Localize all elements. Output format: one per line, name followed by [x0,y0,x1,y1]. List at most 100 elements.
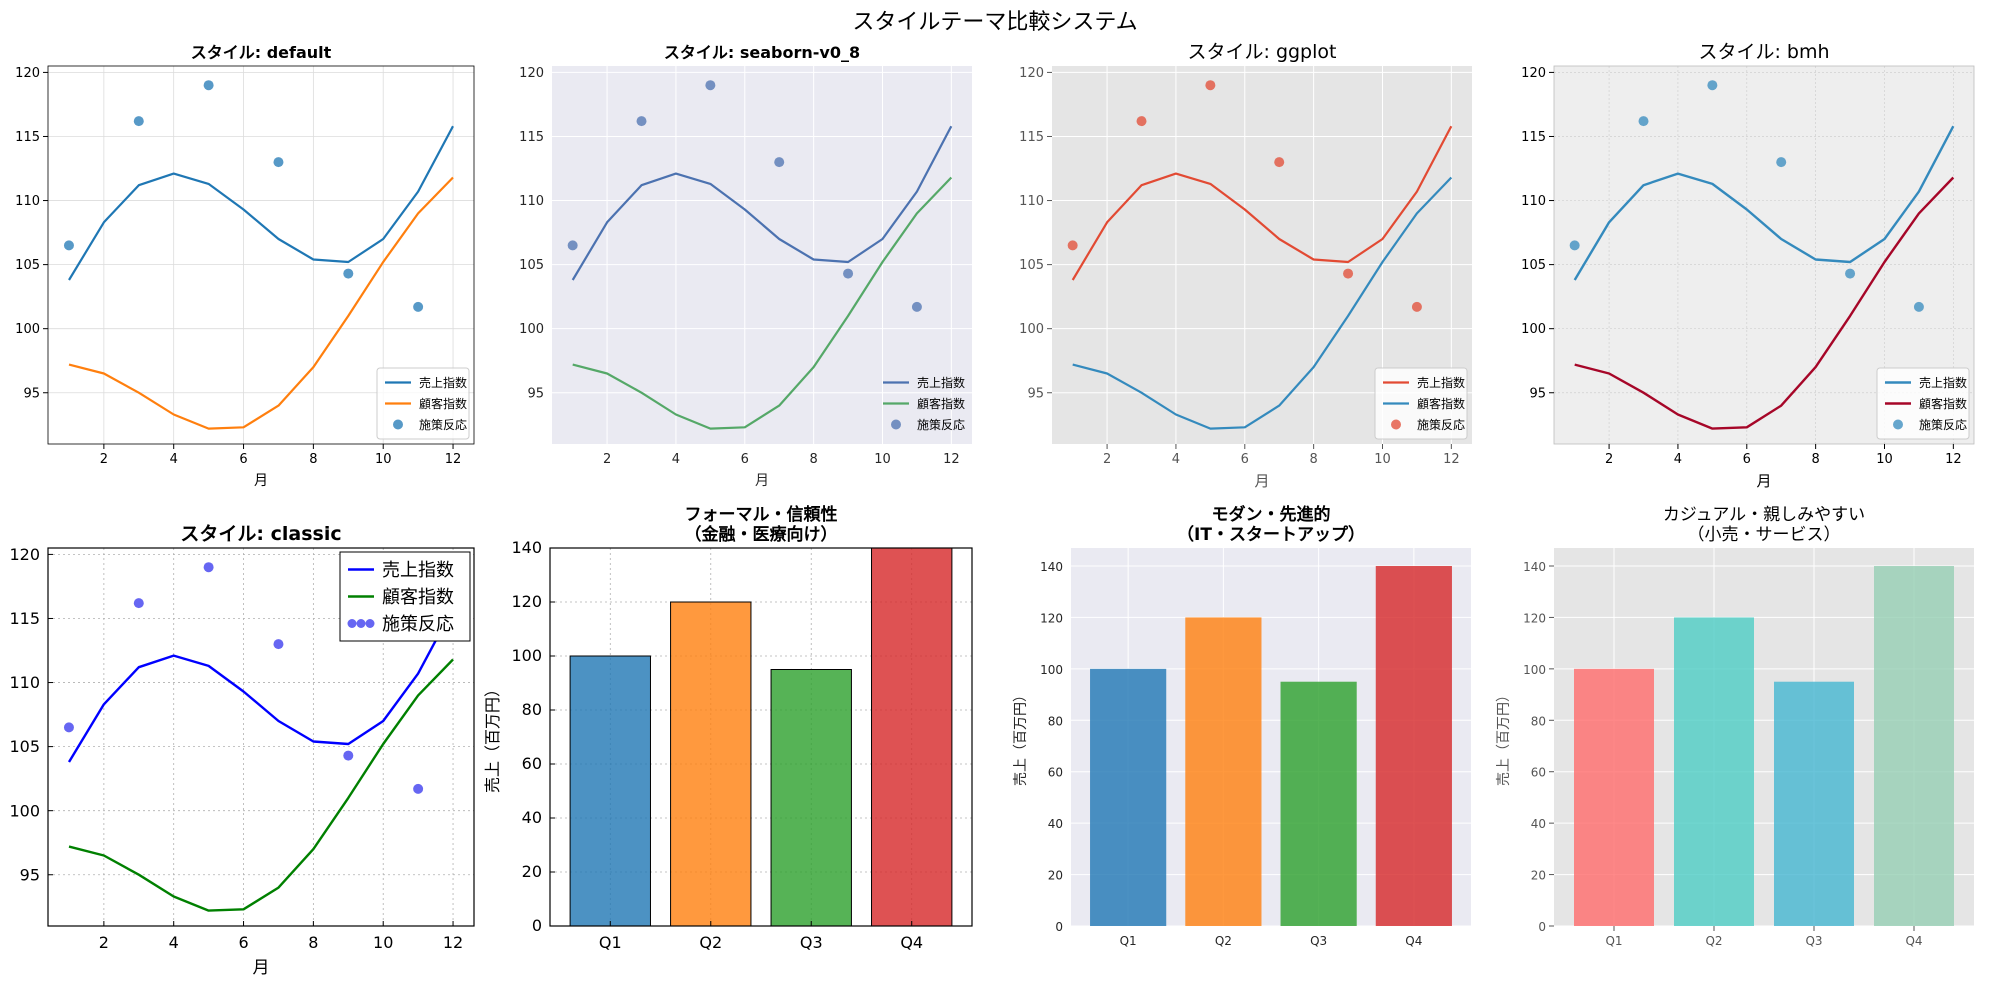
legend-label: 施策反応 [419,418,467,432]
chart-title: スタイル: bmh [1698,41,1829,63]
x-axis-label: 月 [254,473,268,489]
chart-title: （小売・サービス） [1688,525,1841,545]
bar-q2 [670,601,752,927]
scatter-point [1913,301,1924,312]
x-tick-label: Q4 [1905,934,1922,948]
chart-panel-casual-bar: Q1 Q2 Q3 Q4 0 20 40 60 80 100 120 140 売上（百万円） カジュアル・親… [1496,505,1974,948]
y-tick-label: 95 [20,865,40,884]
scatter-point [1569,240,1580,251]
legend-swatch-point [891,419,901,430]
legend-label: 顧客指数 [419,396,467,411]
scatter-point [203,80,214,91]
y-tick-label: 95 [1027,386,1044,401]
y-tick-label: 100 [1019,322,1044,337]
y-tick-label: 60 [1531,766,1546,780]
y-tick-label: 120 [15,66,40,81]
x-tick-label: 10 [1876,452,1893,467]
bar-q3 [770,669,852,927]
y-tick-label: 100 [511,646,542,665]
scatter-point [273,157,284,168]
scatter-point [1067,240,1078,251]
chart-title: （金融・医療向け） [685,524,838,545]
scatter-point [343,268,354,279]
y-tick-label: 115 [15,130,40,145]
chart-title: フォーマル・信頼性 [685,504,838,525]
x-tick-label: 2 [1605,452,1613,467]
y-tick-label: 40 [522,808,542,827]
scatter-point [63,240,74,251]
bar-q1 [1574,668,1654,926]
y-tick-label: 120 [1521,66,1546,81]
chart-title: スタイル: default [191,43,332,62]
x-tick-label: 4 [1172,452,1180,467]
y-tick-label: 95 [1529,386,1546,401]
y-tick-label: 115 [519,130,544,145]
x-axis-label: 月 [1756,472,1771,490]
legend-label: 施策反応 [1919,418,1967,432]
legend-swatch-point [356,619,366,628]
x-tick-label: 8 [1309,452,1317,467]
y-tick-label: 120 [9,545,40,564]
y-tick-label: 120 [1040,611,1063,625]
x-tick-label: Q3 [1805,934,1822,948]
chart-panel-classic: 2 4 6 8 10 12 95 100 105 110 115 120 月 スタイル: classic 売… [9,523,475,978]
y-tick-label: 115 [9,609,40,628]
x-tick-label: 12 [445,452,462,467]
bar-q2 [1185,617,1262,926]
legend-label: 顧客指数 [1919,396,1967,411]
y-tick-label: 20 [1048,869,1063,883]
y-tick-label: 100 [1521,322,1546,337]
series-line-1 [1574,176,1955,430]
legend-label: 売上指数 [419,375,467,390]
scatter-point [705,80,716,91]
scatter-point [1136,116,1147,127]
x-tick-label: Q3 [800,933,823,952]
scatter-point [843,268,854,279]
x-tick-label: 6 [239,452,247,467]
x-tick-label: 8 [809,452,817,467]
bar-q1 [569,655,651,927]
legend-label: 売上指数 [1919,375,1967,390]
legend-label: 施策反応 [1417,418,1465,432]
y-tick-label: 80 [1048,714,1063,728]
legend-label: 売上指数 [1417,375,1465,390]
bar-q3 [1280,681,1357,926]
bar-q4 [871,547,953,927]
y-tick-label: 110 [9,673,40,692]
series-line-1 [1072,176,1453,430]
bar-q3 [1774,681,1854,926]
y-tick-label: 100 [1523,663,1546,677]
chart-panel-formal-bar: Q1 Q2 Q3 Q4 0 20 40 60 80 100 120 140 売上（百万円） フォーマル・信… [483,504,973,952]
chart-title: スタイル: ggplot [1188,41,1337,63]
x-tick-label: 6 [1743,452,1751,467]
y-tick-label: 105 [15,258,40,273]
y-tick-label: 0 [1538,920,1546,934]
y-tick-label: 60 [1048,766,1063,780]
figure-title: スタイルテーマ比較システム [852,10,1138,35]
x-tick-label: 12 [1945,452,1962,467]
y-tick-label: 115 [1019,130,1044,145]
scatter-point [636,116,647,127]
legend-swatch-point [1893,419,1903,430]
x-tick-label: 6 [1241,452,1249,467]
axes-spines [47,547,475,927]
scatter-point [1638,116,1649,127]
y-tick-label: 0 [532,916,542,935]
bar-q4 [1375,566,1452,926]
chart-panel-ggplot: 2 4 6 8 10 12 95 100 105 110 115 120 月 スタイル: ggplot 売上… [1019,41,1472,490]
scatter-point [1411,301,1422,312]
series-line-0 [68,125,454,281]
x-tick-label: 10 [373,933,393,952]
y-tick-label: 105 [9,737,40,756]
bar-q1 [1090,668,1167,926]
x-tick-label: 4 [170,452,178,467]
axes-spines [47,65,475,445]
y-tick-label: 105 [1521,258,1546,273]
x-axis-label: 月 [755,473,769,489]
legend-label: 施策反応 [382,614,454,635]
chart-panel-modern-bar: Q1 Q2 Q3 Q4 0 20 40 60 80 100 120 140 売上（百万円） モダン・先進的… [1013,504,1471,948]
